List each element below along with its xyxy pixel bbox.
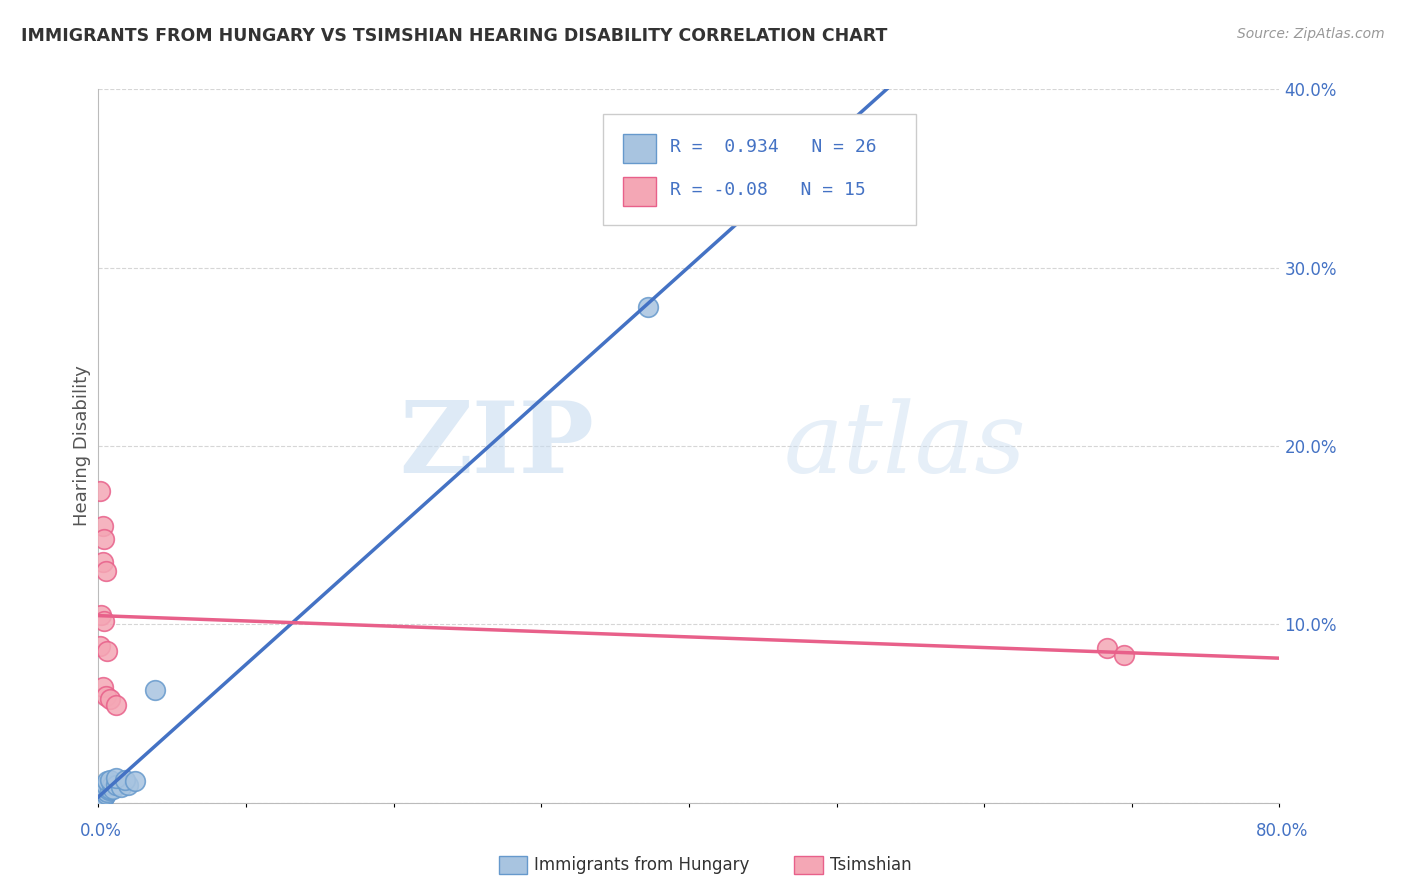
Point [103,781,125,796]
Point [94,564,117,578]
Point [94,689,117,703]
Point [100,778,122,792]
Text: atlas: atlas [783,399,1026,493]
Text: R =  0.934   N = 26: R = 0.934 N = 26 [671,138,877,156]
Text: Immigrants from Hungary: Immigrants from Hungary [534,856,749,874]
Point [105,698,128,712]
Point [89,787,111,801]
Point [93,790,115,805]
Point [114,772,136,787]
Point [90,783,112,797]
Point [93,780,115,794]
Point [98,772,121,787]
Point [94,778,117,792]
Point [89,639,111,653]
FancyBboxPatch shape [623,134,655,162]
Text: Source: ZipAtlas.com: Source: ZipAtlas.com [1237,27,1385,41]
Point [90,790,112,805]
FancyBboxPatch shape [623,177,655,205]
Point [1114,648,1136,662]
Text: Tsimshian: Tsimshian [830,856,911,874]
Point [105,771,128,785]
Point [1095,640,1118,655]
Point [117,778,139,792]
Point [96,774,118,789]
Point [90,608,112,623]
Point [94,787,117,801]
Point [93,532,115,546]
Point [98,692,121,706]
Point [637,300,659,314]
Point [96,644,118,658]
Point [91,555,114,569]
Y-axis label: Hearing Disability: Hearing Disability [73,366,91,526]
Point [105,778,128,792]
Point [91,519,114,533]
Point [98,781,121,796]
Point [91,792,114,806]
Point [97,783,120,797]
Point [91,680,114,694]
Point [93,614,115,628]
Point [91,781,114,796]
Text: IMMIGRANTS FROM HUNGARY VS TSIMSHIAN HEARING DISABILITY CORRELATION CHART: IMMIGRANTS FROM HUNGARY VS TSIMSHIAN HEA… [21,27,887,45]
Text: 80.0%: 80.0% [1256,822,1309,840]
Point [91,789,114,803]
Point [89,792,111,806]
Text: ZIP: ZIP [399,398,595,494]
Point [143,683,166,698]
Text: R = -0.08   N = 15: R = -0.08 N = 15 [671,181,866,199]
Point [89,483,111,498]
FancyBboxPatch shape [603,114,915,225]
Point [124,774,146,789]
Text: 0.0%: 0.0% [80,822,122,840]
Point [96,785,118,799]
Point [110,780,132,794]
